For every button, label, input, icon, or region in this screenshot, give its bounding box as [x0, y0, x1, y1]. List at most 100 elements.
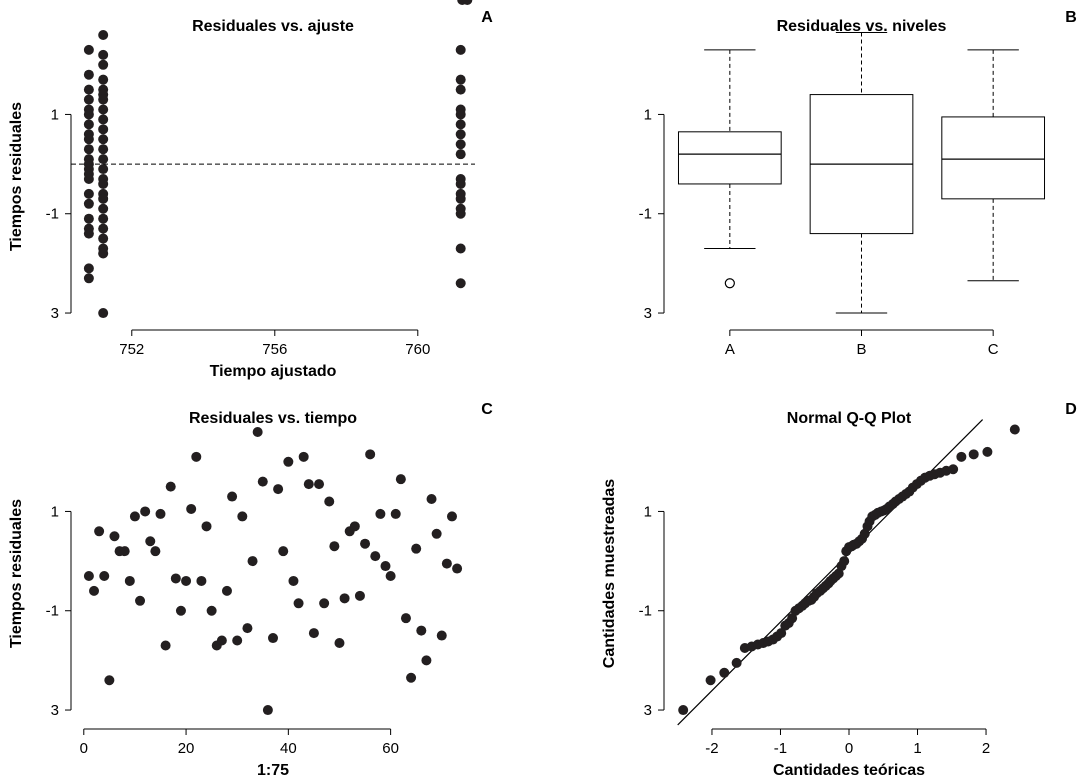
data-point: [83, 109, 94, 120]
data-point: [678, 705, 689, 716]
x-tick-label: 60: [382, 740, 399, 757]
panel-letter: D: [1065, 401, 1077, 418]
data-point: [98, 134, 109, 145]
data-point: [416, 625, 427, 636]
data-point: [98, 223, 109, 234]
data-point: [83, 173, 94, 184]
data-point: [119, 546, 130, 557]
data-point: [98, 203, 109, 214]
x-tick-label: 0: [80, 740, 88, 757]
data-point: [455, 149, 466, 160]
data-point: [98, 213, 109, 224]
box-c: [941, 49, 1046, 282]
y-axis-label: Cantidades muestreadas: [601, 479, 618, 669]
data-point: [455, 278, 466, 289]
data-point: [98, 248, 109, 259]
data-point: [385, 570, 396, 581]
data-point: [98, 94, 109, 105]
data-point: [98, 104, 109, 115]
panel-c: Residuales vs. tiempo C 1 -1 3 Tiempos residu…: [8, 0, 493, 779]
data-point: [98, 74, 109, 85]
y-axis-label: Tiempos residuales: [8, 102, 25, 251]
data-point: [150, 546, 161, 557]
data-point: [237, 511, 248, 522]
chart-title: Normal Q-Q Plot: [787, 410, 912, 427]
data-point: [98, 178, 109, 189]
data-point: [329, 541, 340, 552]
data-point: [283, 456, 294, 467]
data-point: [104, 675, 115, 686]
x-axis-label: Cantidades teóricas: [773, 762, 925, 779]
data-point: [221, 585, 232, 596]
x-tick-label: B: [856, 341, 866, 358]
data-point: [206, 605, 217, 616]
data-point: [455, 193, 466, 204]
chart-title: Residuales vs. tiempo: [189, 410, 357, 427]
data-point: [370, 551, 381, 562]
data-point: [247, 556, 258, 567]
data-point: [787, 613, 798, 624]
data-point: [262, 705, 273, 716]
data-point: [446, 511, 457, 522]
data-point: [186, 503, 197, 514]
x-tick-label: 752: [119, 341, 144, 358]
x-tick-label: 756: [262, 341, 287, 358]
panel-letter: C: [481, 401, 493, 418]
data-point: [334, 638, 345, 649]
chart-title: Residuales vs. ajuste: [192, 18, 354, 35]
data-point: [83, 134, 94, 145]
data-point: [400, 613, 411, 624]
data-point: [98, 154, 109, 165]
data-point: [201, 521, 212, 532]
data-point: [455, 44, 466, 55]
x-axis-label: Tiempo ajustado: [210, 363, 337, 380]
panel-letter: A: [481, 9, 493, 26]
x-tick-label: 1: [913, 740, 921, 757]
data-point: [956, 451, 967, 462]
x-tick-label: 40: [280, 740, 297, 757]
data-point: [731, 657, 742, 668]
y-tick-label: 1: [644, 503, 652, 520]
data-point: [349, 521, 360, 532]
data-point: [298, 451, 309, 462]
data-point: [360, 538, 371, 549]
data-point: [455, 84, 466, 95]
y-axis-label: Tiempos residuales: [8, 499, 25, 648]
data-point: [314, 479, 325, 490]
data-point: [98, 124, 109, 135]
x-tick-label: C: [988, 341, 999, 358]
x-tick-label: 2: [982, 740, 990, 757]
x-tick-label: -2: [705, 740, 718, 757]
data-point: [83, 228, 94, 239]
data-point: [839, 556, 850, 567]
data-point: [455, 119, 466, 130]
data-point: [273, 484, 284, 495]
panel-a: Residuales vs. ajuste A 1 -1 3 Tiempos residu…: [8, 9, 493, 380]
data-point: [83, 144, 94, 155]
data-point: [99, 570, 110, 581]
data-point: [98, 144, 109, 155]
y-tick-label: -1: [46, 603, 59, 620]
data-point: [98, 233, 109, 244]
outlier-point: [724, 278, 735, 289]
y-tick-label: -1: [46, 206, 59, 223]
box-iqr: [677, 131, 782, 185]
data-point: [170, 573, 181, 584]
data-point: [145, 536, 156, 547]
data-point: [89, 585, 100, 596]
data-point: [98, 59, 109, 70]
data-point: [135, 595, 146, 606]
data-point: [160, 640, 171, 651]
data-point: [455, 208, 466, 219]
y-tick-label: 3: [51, 702, 59, 719]
data-point: [175, 605, 186, 616]
data-point: [83, 94, 94, 105]
data-point: [719, 667, 730, 678]
data-point: [948, 464, 959, 475]
data-point: [982, 446, 993, 457]
data-point: [257, 476, 268, 487]
chart-title: Residuales vs. niveles: [777, 18, 947, 35]
data-point: [124, 575, 135, 586]
data-point: [242, 623, 253, 634]
data-point: [288, 575, 299, 586]
